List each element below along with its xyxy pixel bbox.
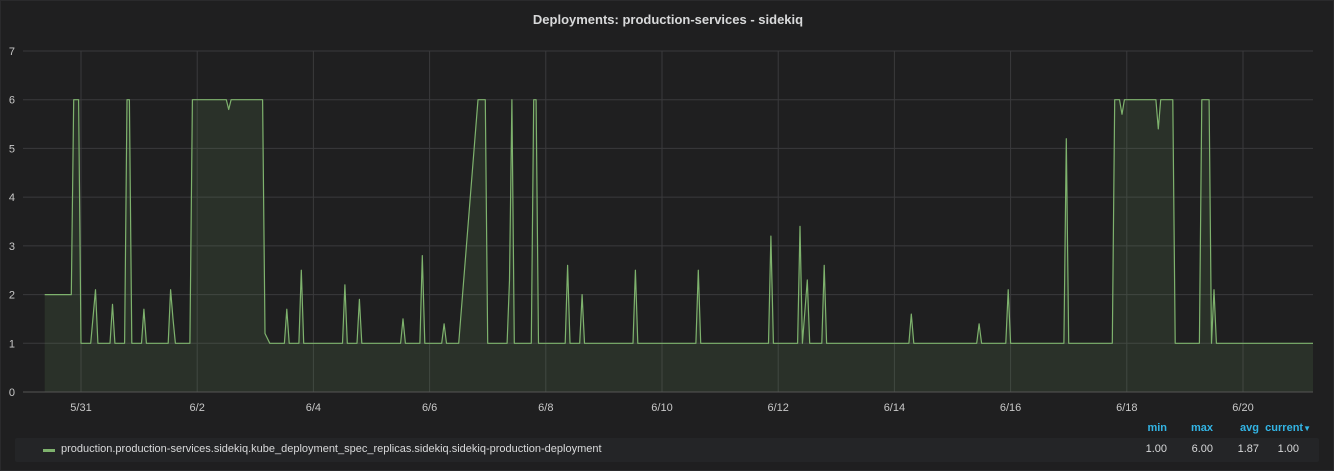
x-tick-label: 6/2: [190, 402, 205, 414]
y-tick-label: 4: [9, 192, 15, 204]
caret-down-icon: ▼: [1303, 424, 1311, 433]
y-tick-label: 2: [9, 290, 15, 302]
x-tick-label: 5/31: [70, 402, 91, 414]
legend-header-max[interactable]: max: [1190, 422, 1213, 434]
x-tick-label: 6/4: [306, 402, 321, 414]
series-color-swatch[interactable]: [43, 449, 55, 452]
legend-header-current-label: current: [1265, 422, 1304, 434]
x-tick-label: 6/8: [538, 402, 553, 414]
series-area-fill: [44, 99, 1314, 392]
series-line: [44, 99, 1313, 344]
legend-header-avg[interactable]: avg: [1240, 422, 1259, 434]
chart-plot[interactable]: 0 1 2 3 4 5 6 7 5/31 6/2 6/4 6/6 6/8 6/10 6/12 6/14 6/16…: [1, 1, 1334, 421]
y-tick-label: 6: [9, 95, 15, 107]
y-tick-label: 0: [9, 387, 15, 399]
x-tick-label: 6/20: [1232, 402, 1253, 414]
x-tick-label: 6/10: [651, 402, 672, 414]
legend-value-avg: 1.87: [1237, 443, 1259, 455]
y-tick-label: 3: [9, 241, 15, 253]
legend-row[interactable]: production.production-services.sidekiq.k…: [15, 438, 1319, 462]
y-tick-label: 5: [9, 143, 15, 155]
panel-title[interactable]: Deployments: production-services - sidek…: [532, 12, 804, 27]
legend-series-name[interactable]: production.production-services.sidekiq.k…: [61, 443, 602, 455]
legend-header-current[interactable]: current▼: [1259, 422, 1311, 434]
x-tick-label: 6/14: [884, 402, 905, 414]
y-tick-label: 7: [9, 46, 15, 58]
x-tick-label: 6/6: [422, 402, 437, 414]
legend-value-min: 1.00: [1145, 443, 1167, 455]
x-tick-label: 6/18: [1116, 402, 1137, 414]
legend-value-max: 6.00: [1191, 443, 1213, 455]
legend-header-min[interactable]: min: [1147, 422, 1167, 434]
x-tick-label: 6/12: [767, 402, 788, 414]
y-tick-label: 1: [9, 338, 15, 350]
x-tick-label: 6/16: [1000, 402, 1021, 414]
legend-value-current: 1.00: [1277, 443, 1299, 455]
